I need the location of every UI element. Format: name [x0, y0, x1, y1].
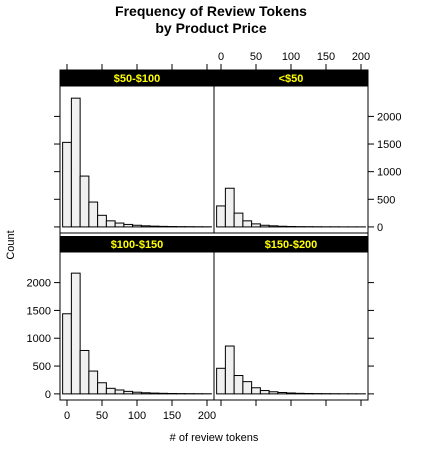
histogram-bar: [123, 223, 134, 228]
panel-strip: [214, 70, 368, 86]
panel-3: $150-$200: [213, 236, 369, 401]
histogram-bar: [140, 392, 151, 395]
histogram-bar: [286, 392, 296, 395]
x-tick-label: 100: [282, 51, 300, 63]
histogram-bar: [105, 220, 116, 228]
panel-2: $100-$150: [59, 236, 215, 401]
histogram-bar: [259, 390, 270, 395]
x-tick-label: 0: [218, 51, 224, 63]
histogram-bar: [123, 390, 134, 395]
histogram-bar: [62, 141, 72, 228]
plot-layer: $50-$100 <$50 $100-$150 $150-$200 0 50 100 150 2…: [27, 51, 402, 422]
histogram-bar: [242, 220, 253, 228]
y-tick-label: 1000: [377, 167, 401, 179]
histogram-bar: [216, 205, 226, 228]
y-tick-label: 0: [377, 222, 383, 234]
histogram-bar: [114, 389, 125, 395]
x-axis-label: # of review tokens: [170, 432, 259, 444]
x-tick-label: 100: [128, 410, 146, 422]
x-tick-label: 50: [96, 410, 108, 422]
panel-0: $50-$100: [59, 70, 215, 234]
y-tick-label: 1500: [27, 305, 51, 317]
panel-strip-label: $150-$200: [265, 239, 318, 251]
histogram-bar: [251, 387, 261, 395]
y-tick-label: 2000: [377, 111, 401, 123]
histogram-bar: [114, 222, 125, 228]
histogram-bar: [294, 392, 305, 395]
histogram-bar: [233, 375, 244, 395]
histogram-bar: [70, 272, 81, 395]
chart-title-line2: by Product Price: [155, 20, 266, 36]
histogram-bar: [149, 225, 160, 228]
chart-title-line1: Frequency of Review Tokens: [115, 3, 307, 19]
histogram-bar: [158, 392, 169, 395]
panel-strip-label: <$50: [279, 73, 304, 85]
panel-border: [213, 85, 369, 234]
y-tick-label: 0: [45, 389, 51, 401]
panel-1: <$50: [213, 70, 369, 234]
y-tick-label: 1500: [377, 139, 401, 151]
histogram-bar: [242, 381, 253, 395]
histogram-bar: [268, 391, 279, 395]
histogram-bar: [224, 187, 235, 228]
histogram-bar: [149, 392, 160, 395]
histogram-bar: [224, 345, 235, 395]
histogram-bar: [216, 367, 226, 395]
y-tick-label: 1000: [27, 333, 51, 345]
histogram-bar: [88, 201, 99, 228]
x-tick-label: 150: [163, 410, 181, 422]
histogram-bar: [233, 212, 244, 228]
histogram-bar: [79, 175, 90, 228]
histogram-bar: [88, 370, 99, 395]
y-axis-label: Count: [5, 230, 17, 259]
histogram-bar: [277, 225, 288, 228]
histogram-bar: [132, 391, 142, 395]
histogram-bar: [105, 387, 116, 395]
x-tick-label: 200: [352, 51, 370, 63]
panel-strip-label: $100-$150: [111, 239, 164, 251]
histogram-bar: [70, 97, 81, 228]
histogram-bar: [277, 391, 288, 395]
panel-strip: [60, 70, 214, 86]
panel-strip: [214, 236, 368, 252]
x-tick-label: 50: [250, 51, 262, 63]
histogram-bar: [259, 224, 270, 228]
y-tick-label: 500: [377, 194, 395, 206]
histogram-bar: [97, 214, 107, 228]
histogram-bar: [158, 225, 169, 228]
histogram-bar: [251, 223, 261, 228]
x-tick-label: 150: [317, 51, 335, 63]
histogram-bar: [97, 382, 107, 395]
y-tick-label: 2000: [27, 278, 51, 290]
panel-strip: [60, 236, 214, 252]
x-tick-label: 200: [198, 410, 216, 422]
panel-strip-label: $50-$100: [114, 73, 161, 85]
histogram-bar: [132, 224, 142, 228]
plot-frame: [59, 69, 369, 401]
histogram-bar: [62, 313, 72, 395]
histogram-bar: [140, 225, 151, 228]
histogram-bar: [268, 225, 279, 228]
histogram-bar: [79, 349, 90, 395]
y-tick-label: 500: [33, 361, 51, 373]
x-tick-label: 0: [64, 410, 70, 422]
